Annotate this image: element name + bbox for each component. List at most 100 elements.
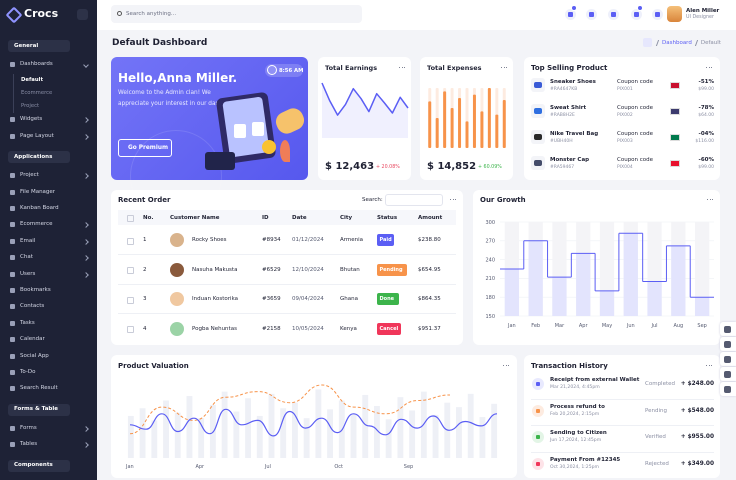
menu-item[interactable]: Social App [20, 352, 49, 359]
column-header: Date [292, 214, 307, 221]
menu-item[interactable]: Forms [20, 424, 37, 431]
page-title: Default Dashboard [112, 38, 208, 48]
search-placeholder: Search anything... [126, 10, 177, 17]
section-heading: General [14, 42, 39, 49]
menu-dot [711, 67, 713, 69]
section-pill [8, 40, 70, 52]
tx-date: Mar 21,2024, 4:45pm [550, 385, 600, 390]
badge [637, 5, 643, 11]
product-name: Sneaker Shoes [550, 79, 596, 85]
avatar[interactable] [667, 6, 682, 22]
menu-item[interactable]: Contacts [20, 303, 45, 310]
card-change: + 20.08% [376, 164, 400, 170]
tx-status: Verified [645, 434, 666, 440]
table-cell: 4 [143, 325, 147, 332]
table-cell: 12/10/2024 [292, 266, 324, 273]
phone-card [252, 122, 264, 136]
menu-item[interactable]: Widgets [20, 116, 43, 123]
menu-item[interactable]: Kanban Board [20, 205, 59, 211]
customer-avatar [170, 262, 184, 277]
table-cell: #6529 [262, 266, 281, 273]
menu-icon [10, 386, 15, 392]
price: $99.00 [698, 164, 714, 170]
menu-item[interactable]: Tasks [20, 319, 35, 326]
row-checkbox[interactable] [127, 267, 134, 274]
welcome-text: Welcome to the Admin clan! We appreciate… [118, 90, 241, 107]
side-tool-glyph [724, 355, 731, 363]
menu-icon [10, 222, 15, 228]
table-cell: #2158 [262, 325, 281, 332]
menu-dot [501, 67, 503, 69]
sidebar-toggle[interactable] [77, 9, 88, 20]
menu-icon [10, 442, 15, 448]
menu-dot [707, 199, 709, 201]
tx-date: Oct 30,2024, 1:25pm [550, 464, 600, 470]
bar [465, 121, 469, 148]
menu-item[interactable]: Bookmarks [20, 287, 51, 293]
row-checkbox[interactable] [127, 237, 134, 245]
side-tool-glyph [724, 370, 731, 378]
top-icon-glyph [568, 12, 573, 17]
menu-icon [10, 353, 15, 359]
card-title: Total Expenses [427, 64, 482, 72]
bar [502, 100, 506, 148]
user-name: Alen Miller [686, 8, 720, 14]
menu-item[interactable]: Tables [20, 441, 38, 448]
tx-title: Payment From #12345 [550, 456, 621, 463]
table-search[interactable] [385, 194, 443, 206]
product-code: #RA59467 [550, 164, 575, 170]
menu-item[interactable]: Project [20, 172, 39, 179]
menu-icon [10, 238, 15, 244]
menu-item[interactable]: Search Result [20, 385, 58, 392]
row-checkbox[interactable] [127, 296, 134, 304]
price: $116.00 [695, 138, 714, 144]
discount: -78% [698, 105, 714, 111]
tx-amount: + $248.00 [680, 381, 714, 387]
transaction-card [524, 355, 720, 478]
premium-button[interactable]: Go Premium [118, 139, 172, 157]
menu-item[interactable]: Chat [20, 254, 33, 261]
earnings-chart [321, 82, 409, 138]
menu-item[interactable]: To-Do [20, 369, 36, 375]
table-cell: 1 [143, 237, 147, 243]
table-cell: Armenia [340, 237, 364, 243]
submenu-item[interactable]: Ecommerce [21, 89, 53, 96]
menu-item[interactable]: Page Layout [20, 132, 54, 139]
row-checkbox[interactable] [127, 326, 134, 333]
breadcrumb-item[interactable]: Dashboard [662, 39, 692, 46]
section-pill [8, 459, 70, 472]
table-cell: 2 [143, 266, 147, 273]
menu-icon [10, 320, 15, 326]
bar [487, 88, 491, 148]
product-name: Monster Cap [550, 157, 590, 163]
product-name: Nike Travel Bag [550, 131, 599, 137]
top-icon-glyph [655, 12, 660, 17]
tx-date: Jun 17,2024, 12:45pm [550, 438, 602, 443]
leaf [280, 140, 290, 162]
column-header: City [340, 214, 353, 221]
menu-dot [708, 67, 710, 69]
menu-item[interactable]: Users [20, 270, 36, 277]
top-icon-glyph [589, 12, 594, 17]
price: $64.00 [698, 112, 714, 118]
menu-item[interactable]: Dashboards [20, 61, 53, 67]
menu-item[interactable]: Ecommerce [20, 221, 53, 228]
table-cell: 3 [143, 296, 147, 302]
submenu-item[interactable]: Project [21, 102, 40, 109]
growth-card [473, 190, 720, 345]
home-icon[interactable] [643, 38, 652, 47]
menu-item[interactable]: Email [20, 237, 36, 244]
flag [670, 108, 680, 115]
price: $99.00 [698, 86, 714, 92]
submenu-item[interactable]: Default [21, 76, 43, 83]
search-box[interactable] [111, 5, 362, 23]
menu-item[interactable]: File Manager [20, 188, 56, 195]
bar [458, 98, 462, 148]
menu-item[interactable]: Calendar [20, 336, 45, 343]
menu-icon [10, 425, 15, 431]
column-header: No. [143, 214, 154, 221]
row-divider [531, 425, 714, 426]
bar [480, 111, 484, 148]
column-header: ID [262, 214, 269, 221]
table-cell: Pogba Nehuntas [192, 325, 237, 332]
